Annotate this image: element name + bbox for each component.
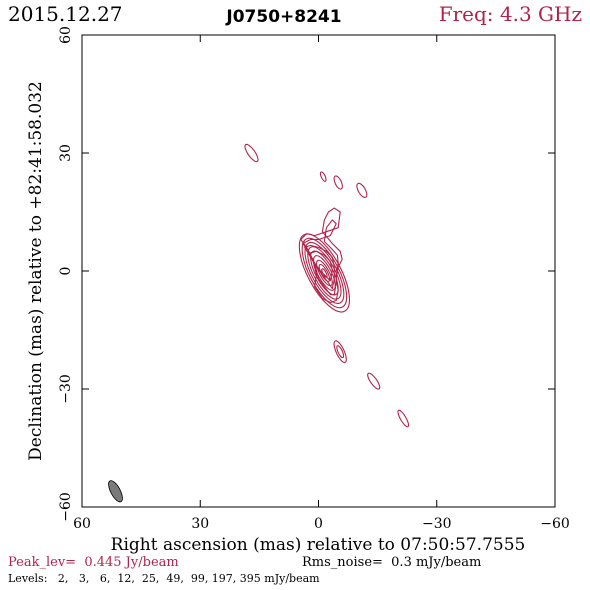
component-contour bbox=[336, 345, 345, 359]
component-contour bbox=[333, 340, 347, 364]
beam-group bbox=[108, 480, 123, 503]
source-name: J0750+8241 bbox=[225, 7, 341, 27]
contour-group bbox=[244, 143, 410, 428]
core-contour bbox=[310, 250, 339, 296]
component-contour bbox=[367, 372, 381, 390]
core-contour bbox=[304, 241, 345, 304]
x-tick-label: −30 bbox=[422, 516, 452, 532]
contour-levels: Levels: 2, 3, 6, 12, 25, 49, 99, 197, 39… bbox=[8, 572, 320, 585]
component-contour bbox=[356, 182, 368, 198]
component-contour bbox=[333, 175, 343, 190]
component-contour bbox=[319, 171, 327, 182]
y-tick-label: −30 bbox=[58, 374, 74, 404]
jet-contour bbox=[302, 219, 339, 296]
core-contour bbox=[318, 263, 331, 282]
core-contour bbox=[316, 259, 333, 287]
observation-date: 2015.12.27 bbox=[8, 2, 123, 26]
y-tick-label: 0 bbox=[58, 267, 74, 276]
core-contour bbox=[321, 268, 328, 278]
x-axis-label: Right ascension (mas) relative to 07:50:… bbox=[111, 535, 526, 555]
y-axis-label: Declination (mas) relative to +82:41:58.… bbox=[26, 81, 46, 461]
x-tick-label: 60 bbox=[73, 516, 91, 532]
core-contour bbox=[298, 233, 350, 313]
rms-noise: Rms_noise= 0.3 mJy/beam bbox=[302, 555, 481, 570]
beam-ellipse bbox=[108, 480, 123, 503]
axis-tick-labels: 60 30 0 −30 −60 −60 −30 0 30 60 bbox=[58, 26, 570, 532]
y-tick-label: 60 bbox=[58, 26, 74, 44]
x-tick-label: −60 bbox=[540, 516, 570, 532]
core-contour bbox=[313, 255, 336, 291]
frequency-label: Freq: 4.3 GHz bbox=[439, 2, 582, 26]
axis-ticks bbox=[81, 34, 556, 508]
y-tick-label: 30 bbox=[58, 144, 74, 162]
component-contour bbox=[244, 143, 259, 163]
x-tick-label: 0 bbox=[314, 516, 323, 532]
x-tick-label: 30 bbox=[191, 516, 209, 532]
y-tick-label: −60 bbox=[58, 492, 74, 522]
peak-level: Peak_lev= 0.445 Jy/beam bbox=[8, 555, 179, 570]
core-contour bbox=[307, 246, 342, 300]
core-contour bbox=[301, 237, 348, 309]
component-contour bbox=[397, 409, 410, 428]
